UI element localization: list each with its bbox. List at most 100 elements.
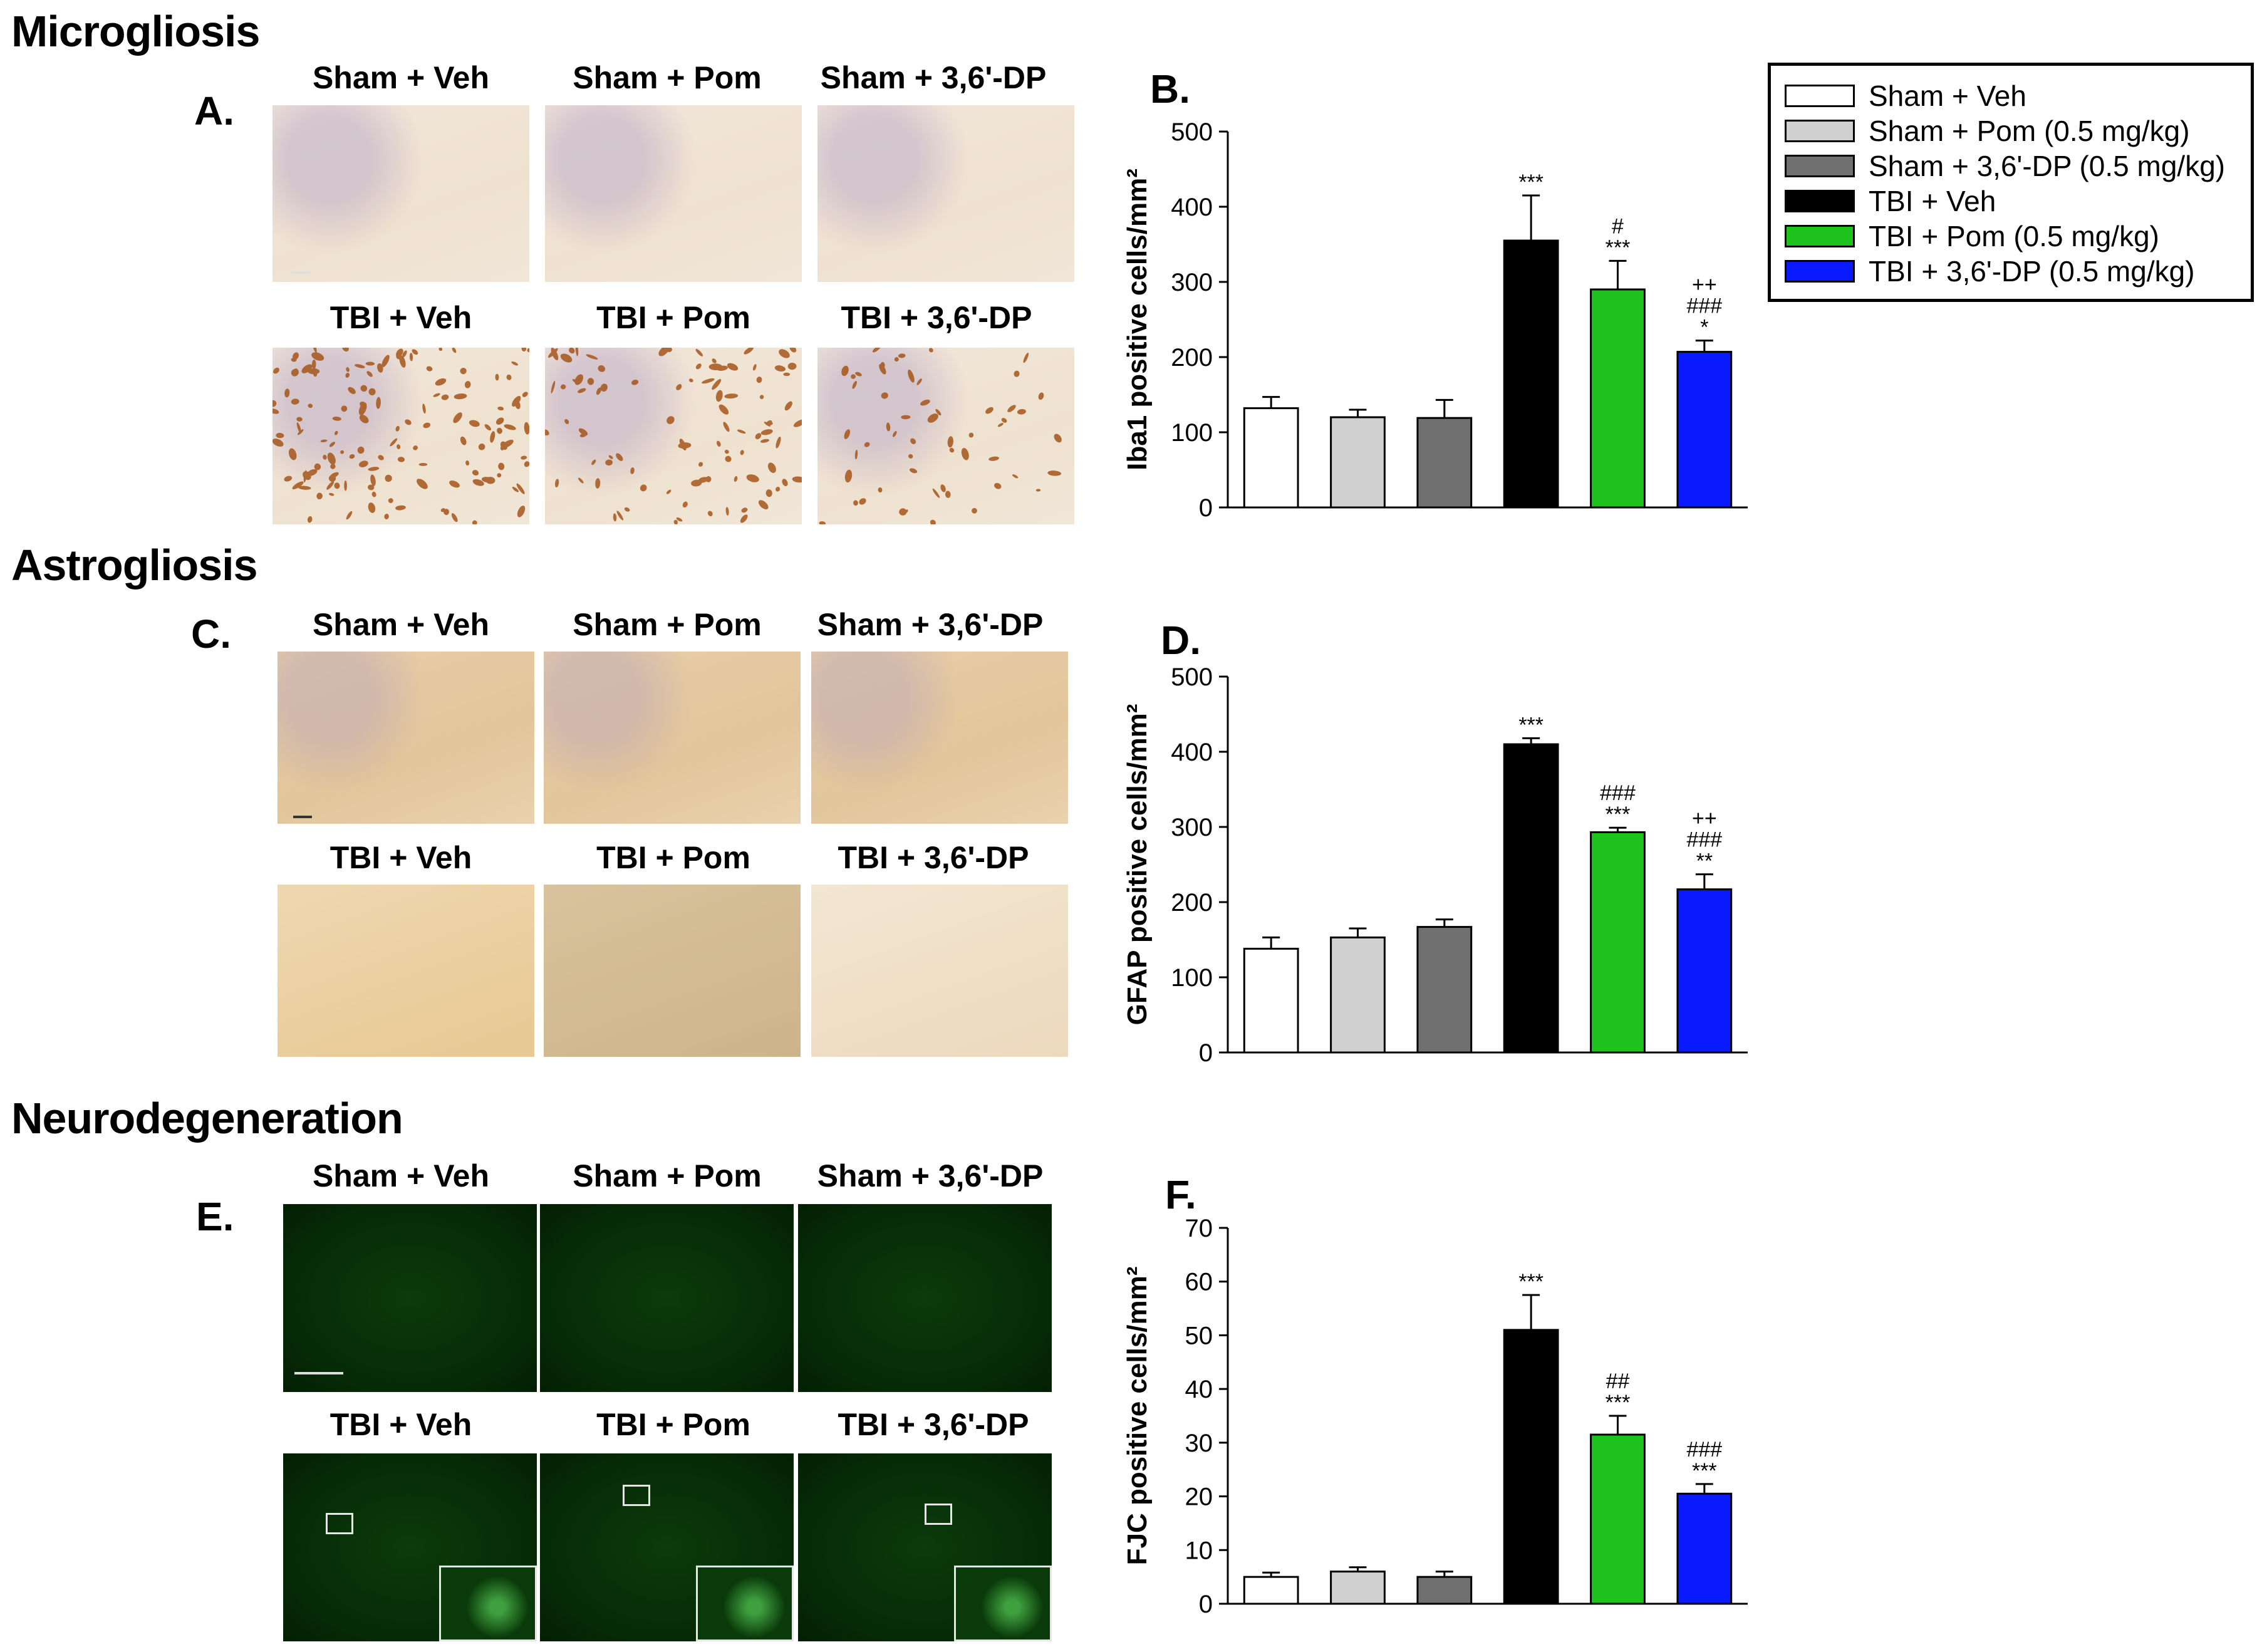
- micrograph-e-sham-veh: [283, 1204, 537, 1392]
- image-label-sham-36dp-c: Sham + 3,6'-DP: [817, 607, 1044, 642]
- micrograph-e-sham-36dp: [798, 1204, 1052, 1392]
- section-title-neurodegeneration: Neurodegeneration: [11, 1094, 403, 1143]
- legend-label: Sham + 3,6'-DP (0.5 mg/kg): [1869, 150, 2226, 182]
- bar: [1676, 351, 1733, 509]
- micrograph-a-tbi-veh: [272, 348, 529, 524]
- panel-letter-f: F.: [1165, 1172, 1196, 1217]
- significance-marker: *: [1700, 316, 1708, 340]
- legend-label: TBI + 3,6'-DP (0.5 mg/kg): [1869, 255, 2195, 288]
- legend-item: TBI + Veh: [1785, 185, 1996, 217]
- bar: [1590, 1433, 1646, 1605]
- image-label-tbi-36dp-c: TBI + 3,6'-DP: [838, 840, 1029, 875]
- significance-marker: ***: [1606, 803, 1631, 826]
- bar: [1590, 288, 1646, 509]
- significance-marker: ##: [1606, 1369, 1630, 1393]
- y-tick-label: 10: [1185, 1537, 1213, 1564]
- micrograph-a-tbi-pom: [545, 348, 802, 524]
- bar: [1503, 743, 1559, 1054]
- image-label-sham-veh-e: Sham + Veh: [312, 1158, 490, 1193]
- micrograph-c-tbi-36dp: [811, 885, 1068, 1057]
- significance-marker: ###: [1600, 781, 1636, 805]
- section-title-astrogliosis: Astrogliosis: [11, 541, 258, 590]
- bar: [1676, 888, 1733, 1054]
- image-label-tbi-36dp-a: TBI + 3,6'-DP: [841, 300, 1032, 335]
- y-tick-label: 400: [1171, 739, 1213, 766]
- roi-box: [623, 1485, 650, 1506]
- inset-zoom: [439, 1566, 537, 1641]
- significance-marker: ***: [1518, 1270, 1543, 1294]
- y-tick-label: 300: [1171, 269, 1213, 296]
- micrograph-a-sham-pom: [545, 105, 802, 282]
- micrograph-a-sham-veh: [272, 105, 529, 282]
- micrograph-c-sham-36dp: [811, 652, 1068, 824]
- bar: [1503, 239, 1559, 509]
- y-tick-label: 300: [1171, 814, 1213, 841]
- legend-label: Sham + Veh: [1869, 80, 2026, 112]
- microglia-sparse: [819, 348, 1062, 524]
- image-label-sham-36dp-a: Sham + 3,6'-DP: [820, 60, 1047, 95]
- y-tick-label: 60: [1185, 1269, 1213, 1296]
- micrograph-a-sham-36dp: [817, 105, 1074, 282]
- scale-bar: [293, 816, 312, 818]
- y-tick-label: 20: [1185, 1483, 1213, 1511]
- legend-swatch: [1785, 260, 1855, 283]
- y-tick-label: 50: [1185, 1322, 1213, 1349]
- legend-swatch: [1785, 85, 1855, 107]
- legend-item: TBI + 3,6'-DP (0.5 mg/kg): [1785, 255, 2195, 288]
- significance-marker: ###: [1686, 828, 1722, 852]
- image-label-tbi-pom-a: TBI + Pom: [596, 300, 750, 335]
- bar: [1416, 417, 1473, 509]
- legend-label: TBI + Veh: [1869, 185, 1996, 217]
- legend-label: Sham + Pom (0.5 mg/kg): [1869, 115, 2190, 147]
- significance-marker: ***: [1518, 170, 1543, 194]
- image-label-sham-36dp-e: Sham + 3,6'-DP: [817, 1158, 1044, 1193]
- legend-swatch: [1785, 120, 1855, 142]
- chart-gfap: 0 100 200 300 400 500 GFAP positive cells/mm² *…: [1122, 663, 1748, 1067]
- bar: [1330, 936, 1386, 1054]
- legend-label: TBI + Pom (0.5 mg/kg): [1869, 220, 2159, 252]
- significance-marker: #: [1612, 214, 1624, 238]
- panel-letter-c: C.: [191, 611, 231, 657]
- image-label-tbi-veh-c: TBI + Veh: [329, 840, 472, 875]
- scale-bar: [294, 1372, 343, 1374]
- micrograph-c-tbi-veh: [278, 885, 534, 1057]
- image-label-tbi-pom-c: TBI + Pom: [596, 840, 750, 875]
- bar: [1503, 1329, 1559, 1605]
- scale-bar: [291, 271, 310, 274]
- legend-swatch: [1785, 190, 1855, 212]
- legend-item: Sham + Pom (0.5 mg/kg): [1785, 115, 2190, 147]
- y-tick-label: 500: [1171, 118, 1213, 146]
- y-tick-label: 0: [1199, 1039, 1213, 1067]
- y-tick-label: 30: [1185, 1430, 1213, 1457]
- y-tick-label: 500: [1171, 663, 1213, 691]
- y-tick-label: 100: [1171, 419, 1213, 447]
- legend-item: TBI + Pom (0.5 mg/kg): [1785, 220, 2159, 252]
- y-axis-label: GFAP positive cells/mm²: [1122, 704, 1153, 1026]
- y-tick-label: 70: [1185, 1215, 1213, 1242]
- y-tick-label: 200: [1171, 889, 1213, 917]
- microglia-medium: [545, 348, 802, 524]
- micrograph-c-sham-pom: [544, 652, 801, 824]
- significance-marker: ***: [1692, 1459, 1717, 1483]
- bar: [1243, 407, 1299, 509]
- image-label-sham-veh-c: Sham + Veh: [312, 607, 490, 642]
- image-label-tbi-veh-e: TBI + Veh: [329, 1407, 472, 1442]
- image-label-sham-pom-e: Sham + Pom: [573, 1158, 762, 1193]
- image-label-sham-pom-a: Sham + Pom: [573, 60, 762, 95]
- y-tick-label: 200: [1171, 344, 1213, 371]
- microglia-dense: [272, 348, 529, 524]
- chart-fjc: 0 10 20 30 40 50 60 70 FJC positive cells/mm² ***…: [1122, 1215, 1748, 1618]
- image-label-sham-veh-a: Sham + Veh: [312, 60, 490, 95]
- y-tick-label: 100: [1171, 964, 1213, 992]
- bar: [1416, 926, 1473, 1054]
- panel-letter-d: D.: [1161, 618, 1201, 663]
- panel-letter-e: E.: [196, 1194, 234, 1239]
- bar: [1243, 947, 1299, 1054]
- y-axis-label: FJC positive cells/mm²: [1122, 1267, 1153, 1566]
- micrograph-e-tbi-veh: [283, 1453, 537, 1641]
- micrograph-a-tbi-36dp: [817, 348, 1074, 524]
- significance-marker: ###: [1686, 1438, 1722, 1462]
- bar: [1330, 416, 1386, 509]
- y-tick-label: 400: [1171, 194, 1213, 221]
- y-tick-label: 40: [1185, 1376, 1213, 1403]
